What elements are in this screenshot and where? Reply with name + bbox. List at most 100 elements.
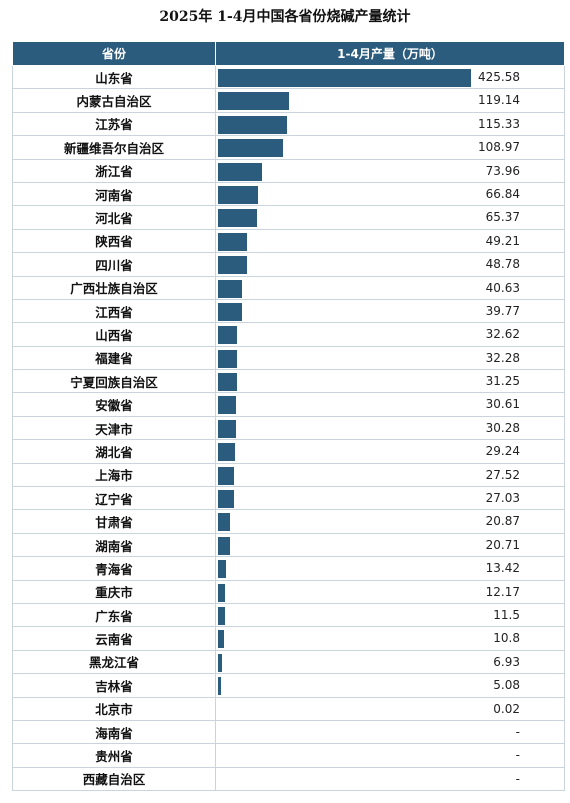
table-row: 重庆市 12.17 xyxy=(12,579,565,604)
bar-安徽省 xyxy=(218,396,237,415)
bar-cell: 10.8 xyxy=(215,626,565,651)
bar-cell: 65.37 xyxy=(215,205,565,230)
table-row: 北京市 0.02 xyxy=(12,696,565,721)
bar-cell: 5.08 xyxy=(215,673,565,698)
bar-cell: 48.78 xyxy=(215,252,565,277)
bar-广西壮族自治区 xyxy=(218,279,243,298)
bar-河北省 xyxy=(218,209,257,228)
bar-cell: - xyxy=(215,766,565,792)
bar-辽宁省 xyxy=(218,490,235,509)
province-label: 天津市 xyxy=(12,415,216,441)
value-label: 31.25 xyxy=(485,374,520,389)
value-label: 5.08 xyxy=(493,678,520,693)
province-label: 江西省 xyxy=(12,298,216,324)
bar-吉林省 xyxy=(218,677,222,696)
bar-cell: 27.03 xyxy=(215,486,565,511)
table-row: 青海省 13.42 xyxy=(12,556,565,581)
header-value: 1-4月产量（万吨） xyxy=(215,41,565,66)
table-row: 福建省 32.28 xyxy=(12,345,565,371)
bar-江苏省 xyxy=(218,115,287,134)
province-label: 甘肃省 xyxy=(12,509,216,534)
value-label: 27.52 xyxy=(485,467,520,482)
province-label: 湖北省 xyxy=(12,439,216,464)
value-label: 39.77 xyxy=(485,303,520,318)
table-row: 广东省 11.5 xyxy=(12,602,565,628)
table-row: 辽宁省 27.03 xyxy=(12,486,565,511)
bar-新疆维吾尔自治区 xyxy=(218,139,283,158)
bar-江西省 xyxy=(218,302,242,321)
province-label: 山西省 xyxy=(12,322,216,347)
bar-cell: - xyxy=(215,743,565,768)
bar-cell: 6.93 xyxy=(215,649,565,675)
bar-青海省 xyxy=(218,560,226,579)
province-label: 云南省 xyxy=(12,626,216,651)
bar-浙江省 xyxy=(218,162,262,181)
value-label: 20.87 xyxy=(485,514,520,529)
value-label: - xyxy=(515,724,520,739)
province-label: 重庆市 xyxy=(12,579,216,604)
province-label: 福建省 xyxy=(12,345,216,371)
value-label: 13.42 xyxy=(485,561,520,576)
bar-河南省 xyxy=(218,185,258,204)
table-row: 湖南省 20.71 xyxy=(12,532,565,558)
bar-云南省 xyxy=(218,630,225,649)
table-row: 山西省 32.62 xyxy=(12,322,565,347)
value-label: 0.02 xyxy=(493,701,520,716)
province-label: 安徽省 xyxy=(12,392,216,417)
table-row: 上海市 27.52 xyxy=(12,462,565,488)
bar-甘肃省 xyxy=(218,513,231,532)
province-label: 辽宁省 xyxy=(12,486,216,511)
bar-cell: 29.24 xyxy=(215,439,565,464)
province-label: 浙江省 xyxy=(12,158,216,183)
province-label: 广东省 xyxy=(12,602,216,628)
table-row: 湖北省 29.24 xyxy=(12,439,565,464)
bar-黑龙江省 xyxy=(218,653,223,672)
bar-天津市 xyxy=(218,419,236,438)
table-row: 陕西省 49.21 xyxy=(12,228,565,254)
bar-湖南省 xyxy=(218,536,231,555)
province-label: 宁夏回族自治区 xyxy=(12,369,216,394)
province-label: 北京市 xyxy=(12,696,216,721)
table-row: 吉林省 5.08 xyxy=(12,673,565,698)
bar-cell: 27.52 xyxy=(215,462,565,488)
bar-宁夏回族自治区 xyxy=(218,373,237,392)
value-label: 48.78 xyxy=(485,257,520,272)
table-row: 新疆维吾尔自治区 108.97 xyxy=(12,135,565,160)
bar-cell: 12.17 xyxy=(215,579,565,604)
bar-cell: 40.63 xyxy=(215,275,565,300)
bar-山东省 xyxy=(218,69,471,87)
province-label: 陕西省 xyxy=(12,228,216,254)
value-label: - xyxy=(515,771,520,786)
bar-cell: 115.33 xyxy=(215,111,565,137)
table-row: 西藏自治区 - xyxy=(12,766,565,792)
value-label: 66.84 xyxy=(485,186,520,201)
bar-四川省 xyxy=(218,256,247,275)
value-label: 115.33 xyxy=(478,116,520,131)
table-row: 天津市 30.28 xyxy=(12,415,565,441)
table-row: 海南省 - xyxy=(12,719,565,745)
province-label: 贵州省 xyxy=(12,743,216,768)
value-label: 119.14 xyxy=(478,93,520,108)
table-header-row: 省份 1-4月产量（万吨） xyxy=(12,41,565,66)
table-body: 山东省 425.58 内蒙古自治区 119.14 江苏省 115.33 新疆维吾尔自治区 10… xyxy=(12,64,565,792)
bar-cell: 73.96 xyxy=(215,158,565,183)
bar-cell: 20.87 xyxy=(215,509,565,534)
value-label: 11.5 xyxy=(493,607,520,622)
bar-cell: 425.58 xyxy=(215,64,565,90)
bar-cell: 66.84 xyxy=(215,181,565,207)
table-row: 浙江省 73.96 xyxy=(12,158,565,183)
bar-cell: 119.14 xyxy=(215,88,565,113)
value-label: 12.17 xyxy=(485,584,520,599)
value-label: 108.97 xyxy=(478,140,520,155)
table-row: 河南省 66.84 xyxy=(12,181,565,207)
value-label: 32.62 xyxy=(485,327,520,342)
table-row: 宁夏回族自治区 31.25 xyxy=(12,369,565,394)
value-label: 29.24 xyxy=(485,444,520,459)
value-label: 65.37 xyxy=(485,210,520,225)
province-label: 内蒙古自治区 xyxy=(12,88,216,113)
table-row: 黑龙江省 6.93 xyxy=(12,649,565,675)
province-label: 海南省 xyxy=(12,719,216,745)
value-label: 73.96 xyxy=(485,163,520,178)
table-row: 河北省 65.37 xyxy=(12,205,565,230)
value-label: 20.71 xyxy=(485,537,520,552)
